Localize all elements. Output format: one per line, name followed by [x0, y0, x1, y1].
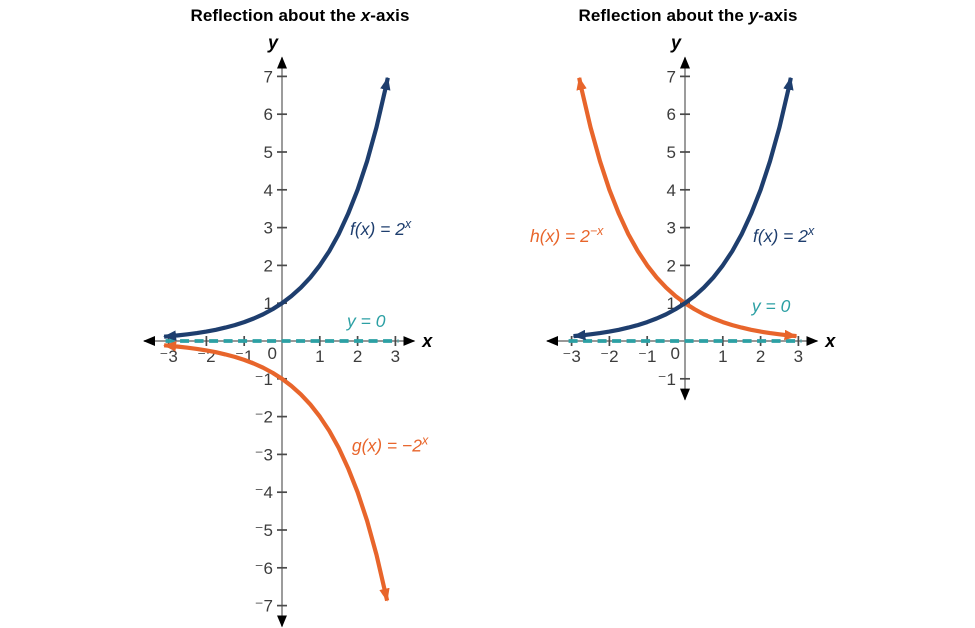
x-tick-label: 1 — [315, 347, 324, 366]
y-tick-label: 7 — [264, 67, 273, 86]
origin-label: 0 — [268, 344, 277, 363]
y-tick-label: ⁻1 — [658, 370, 676, 389]
left-graph-title: Reflection about the x-axis — [130, 6, 470, 26]
right-graph-title: Reflection about the y-axis — [518, 6, 858, 26]
x-tick-label: 2 — [353, 347, 362, 366]
y-axis-letter: y — [267, 33, 279, 53]
x-axis-letter: x — [421, 331, 433, 351]
title-variable: x — [360, 6, 371, 25]
y-tick-label: ⁻6 — [255, 559, 273, 578]
y-tick-label: ⁻4 — [255, 483, 273, 502]
x-axis-letter: x — [824, 331, 836, 351]
x-tick-label: 3 — [794, 347, 803, 366]
y-tick-label: 5 — [667, 143, 676, 162]
y-tick-label: ⁻7 — [255, 597, 273, 616]
y-tick-label: ⁻5 — [255, 521, 273, 540]
curve-g-left — [163, 341, 390, 602]
y-tick-label: 7 — [667, 67, 676, 86]
title-text: -axis — [370, 6, 410, 25]
curve-label-f: f(x) = 2x — [350, 217, 412, 239]
y-tick-label: ⁻2 — [255, 408, 273, 427]
y-tick-label: 6 — [264, 105, 273, 124]
x-tick-label: 2 — [756, 347, 765, 366]
curve-label-f: f(x) = 2x — [753, 224, 815, 246]
x-tick-label: 3 — [391, 347, 400, 366]
y-tick-label: 2 — [667, 256, 676, 275]
y-tick-label: 5 — [264, 143, 273, 162]
x-tick-label: ⁻1 — [638, 347, 656, 366]
title-text: -axis — [758, 6, 798, 25]
y-tick-label: 6 — [667, 105, 676, 124]
y-tick-label: 3 — [264, 219, 273, 238]
curve-f-right — [572, 76, 794, 341]
y-tick-label: 4 — [667, 181, 676, 200]
y-axis-letter: y — [670, 33, 682, 53]
x-tick-label: ⁻2 — [600, 347, 618, 366]
y-tick-label: ⁻3 — [255, 445, 273, 464]
curve-label-g: g(x) = −2x — [352, 433, 429, 455]
y-tick-label: 4 — [264, 181, 273, 200]
y-tick-label: 3 — [667, 219, 676, 238]
asymptote-label: y = 0 — [751, 296, 791, 316]
x-tick-label: ⁻3 — [562, 347, 580, 366]
curve-label-h: h(x) = 2−x — [530, 224, 604, 246]
title-text: Reflection about the — [578, 6, 749, 25]
x-tick-label: 1 — [718, 347, 727, 366]
y-tick-label: 2 — [264, 256, 273, 275]
asymptote-label: y = 0 — [346, 311, 386, 331]
origin-label: 0 — [671, 344, 680, 363]
x-tick-label: ⁻3 — [159, 347, 177, 366]
title-variable: y — [748, 6, 759, 25]
curve-f-left — [163, 76, 391, 341]
title-text: Reflection about the — [190, 6, 361, 25]
